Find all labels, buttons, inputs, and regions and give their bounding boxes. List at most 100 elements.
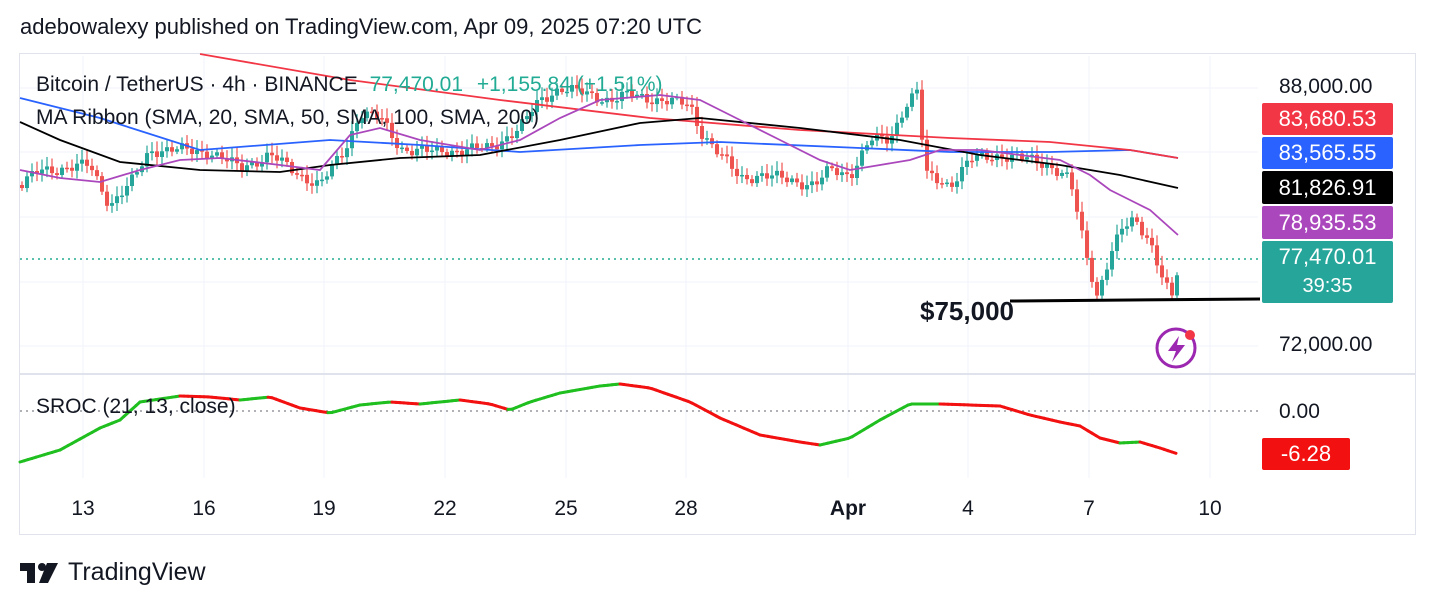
x-tick: 7	[1083, 497, 1095, 520]
x-tick: 28	[674, 497, 698, 520]
tradingview-logo-icon	[20, 562, 58, 583]
candle-body	[1125, 226, 1129, 229]
candle-body	[825, 166, 829, 178]
candle-body	[255, 162, 259, 167]
candle-body	[530, 112, 534, 117]
candle-body	[535, 100, 539, 113]
candle-body	[775, 170, 779, 176]
candle-body	[325, 176, 329, 180]
support-line[interactable]	[1009, 297, 1261, 303]
candle-body	[855, 165, 859, 179]
candle-body	[1025, 157, 1029, 160]
candle-body	[755, 175, 759, 184]
candle-body	[620, 91, 624, 102]
candle-body	[645, 93, 649, 103]
candle-body	[1095, 281, 1099, 296]
candle-body	[1065, 172, 1069, 174]
candle-body	[685, 104, 689, 107]
candle-body	[950, 182, 954, 187]
candle-body	[410, 150, 414, 156]
sma20-line	[19, 94, 1179, 236]
candle-body	[240, 163, 244, 171]
candle-body	[1045, 163, 1049, 168]
candle-body	[905, 106, 909, 118]
osc-axis-label: 0.00	[1279, 400, 1320, 423]
candle-body	[330, 164, 334, 177]
candle-body	[260, 162, 264, 167]
candle-body	[110, 203, 114, 206]
candle-body	[800, 182, 804, 190]
candle-body	[55, 173, 59, 176]
candle-body	[900, 117, 904, 123]
candle-body	[805, 185, 809, 190]
sroc-label[interactable]: SROC (21, 13, close)	[36, 395, 236, 418]
sma100-badge: 83,565.55	[1262, 137, 1393, 169]
candle-body	[835, 168, 839, 176]
candle-body	[25, 176, 29, 189]
candle-body	[560, 88, 564, 93]
candle-body	[75, 163, 79, 171]
candle-body	[695, 106, 699, 127]
candle-body	[1000, 154, 1004, 159]
candle-body	[370, 111, 374, 114]
candle-body	[450, 150, 454, 157]
candle-body	[160, 151, 164, 157]
candle-body	[460, 150, 464, 156]
candle-body	[760, 173, 764, 176]
candle-body	[205, 151, 209, 159]
candle-body	[100, 176, 104, 192]
candle-body	[850, 174, 854, 179]
tradingview-footer[interactable]: TradingView	[20, 558, 206, 587]
candle-body	[290, 162, 294, 174]
candle-body	[860, 150, 864, 166]
candle-body	[940, 183, 944, 185]
x-tick: 10	[1198, 497, 1222, 520]
chart-frame[interactable]	[19, 53, 1416, 535]
candle-body	[980, 152, 984, 156]
price-change: +1,155.84 (+1.51%)	[476, 73, 663, 96]
candle-body	[915, 89, 919, 94]
candle-body	[1040, 163, 1044, 168]
ma-ribbon-label[interactable]: MA Ribbon (SMA, 20, SMA, 50, SMA, 100, S…	[36, 106, 540, 129]
candle-body	[930, 170, 934, 174]
candle-body	[580, 88, 584, 95]
candle-body	[615, 101, 619, 103]
candle-body	[1145, 235, 1149, 238]
candle-body	[770, 175, 774, 179]
sroc-segment	[1170, 450, 1178, 455]
candle-body	[1130, 217, 1134, 227]
candle-body	[970, 160, 974, 163]
candle-body	[965, 160, 969, 167]
candle-body	[895, 122, 899, 137]
candle-body	[365, 111, 369, 119]
candle-body	[1160, 265, 1164, 278]
candle-body	[280, 157, 284, 161]
candle-body	[1165, 277, 1169, 283]
candle-body	[935, 173, 939, 184]
candle-body	[545, 97, 549, 102]
candle-body	[735, 168, 739, 177]
symbol-label: Bitcoin / TetherUS · 4h · BINANCE	[36, 73, 358, 96]
candle-body	[385, 118, 389, 123]
candle-body	[690, 104, 694, 107]
candle-body	[425, 145, 429, 152]
candle-body	[665, 100, 669, 105]
candle-body	[700, 126, 704, 139]
candle-body	[85, 159, 89, 166]
legend-symbol-row[interactable]: Bitcoin / TetherUS · 4h · BINANCE 77,470…	[36, 73, 663, 97]
candle-body	[210, 155, 214, 159]
candle-body	[175, 149, 179, 152]
candle-body	[990, 159, 994, 162]
candle-body	[1100, 279, 1104, 296]
lightning-icon[interactable]	[1155, 327, 1197, 369]
candle-body	[1020, 153, 1024, 160]
candle-body	[265, 152, 269, 163]
candle-body	[125, 186, 129, 196]
candle-body	[310, 183, 314, 186]
candle-body	[765, 173, 769, 179]
candle-body	[740, 174, 744, 177]
candle-body	[420, 145, 424, 149]
candle-body	[650, 102, 654, 105]
sma50-line	[19, 117, 1179, 189]
